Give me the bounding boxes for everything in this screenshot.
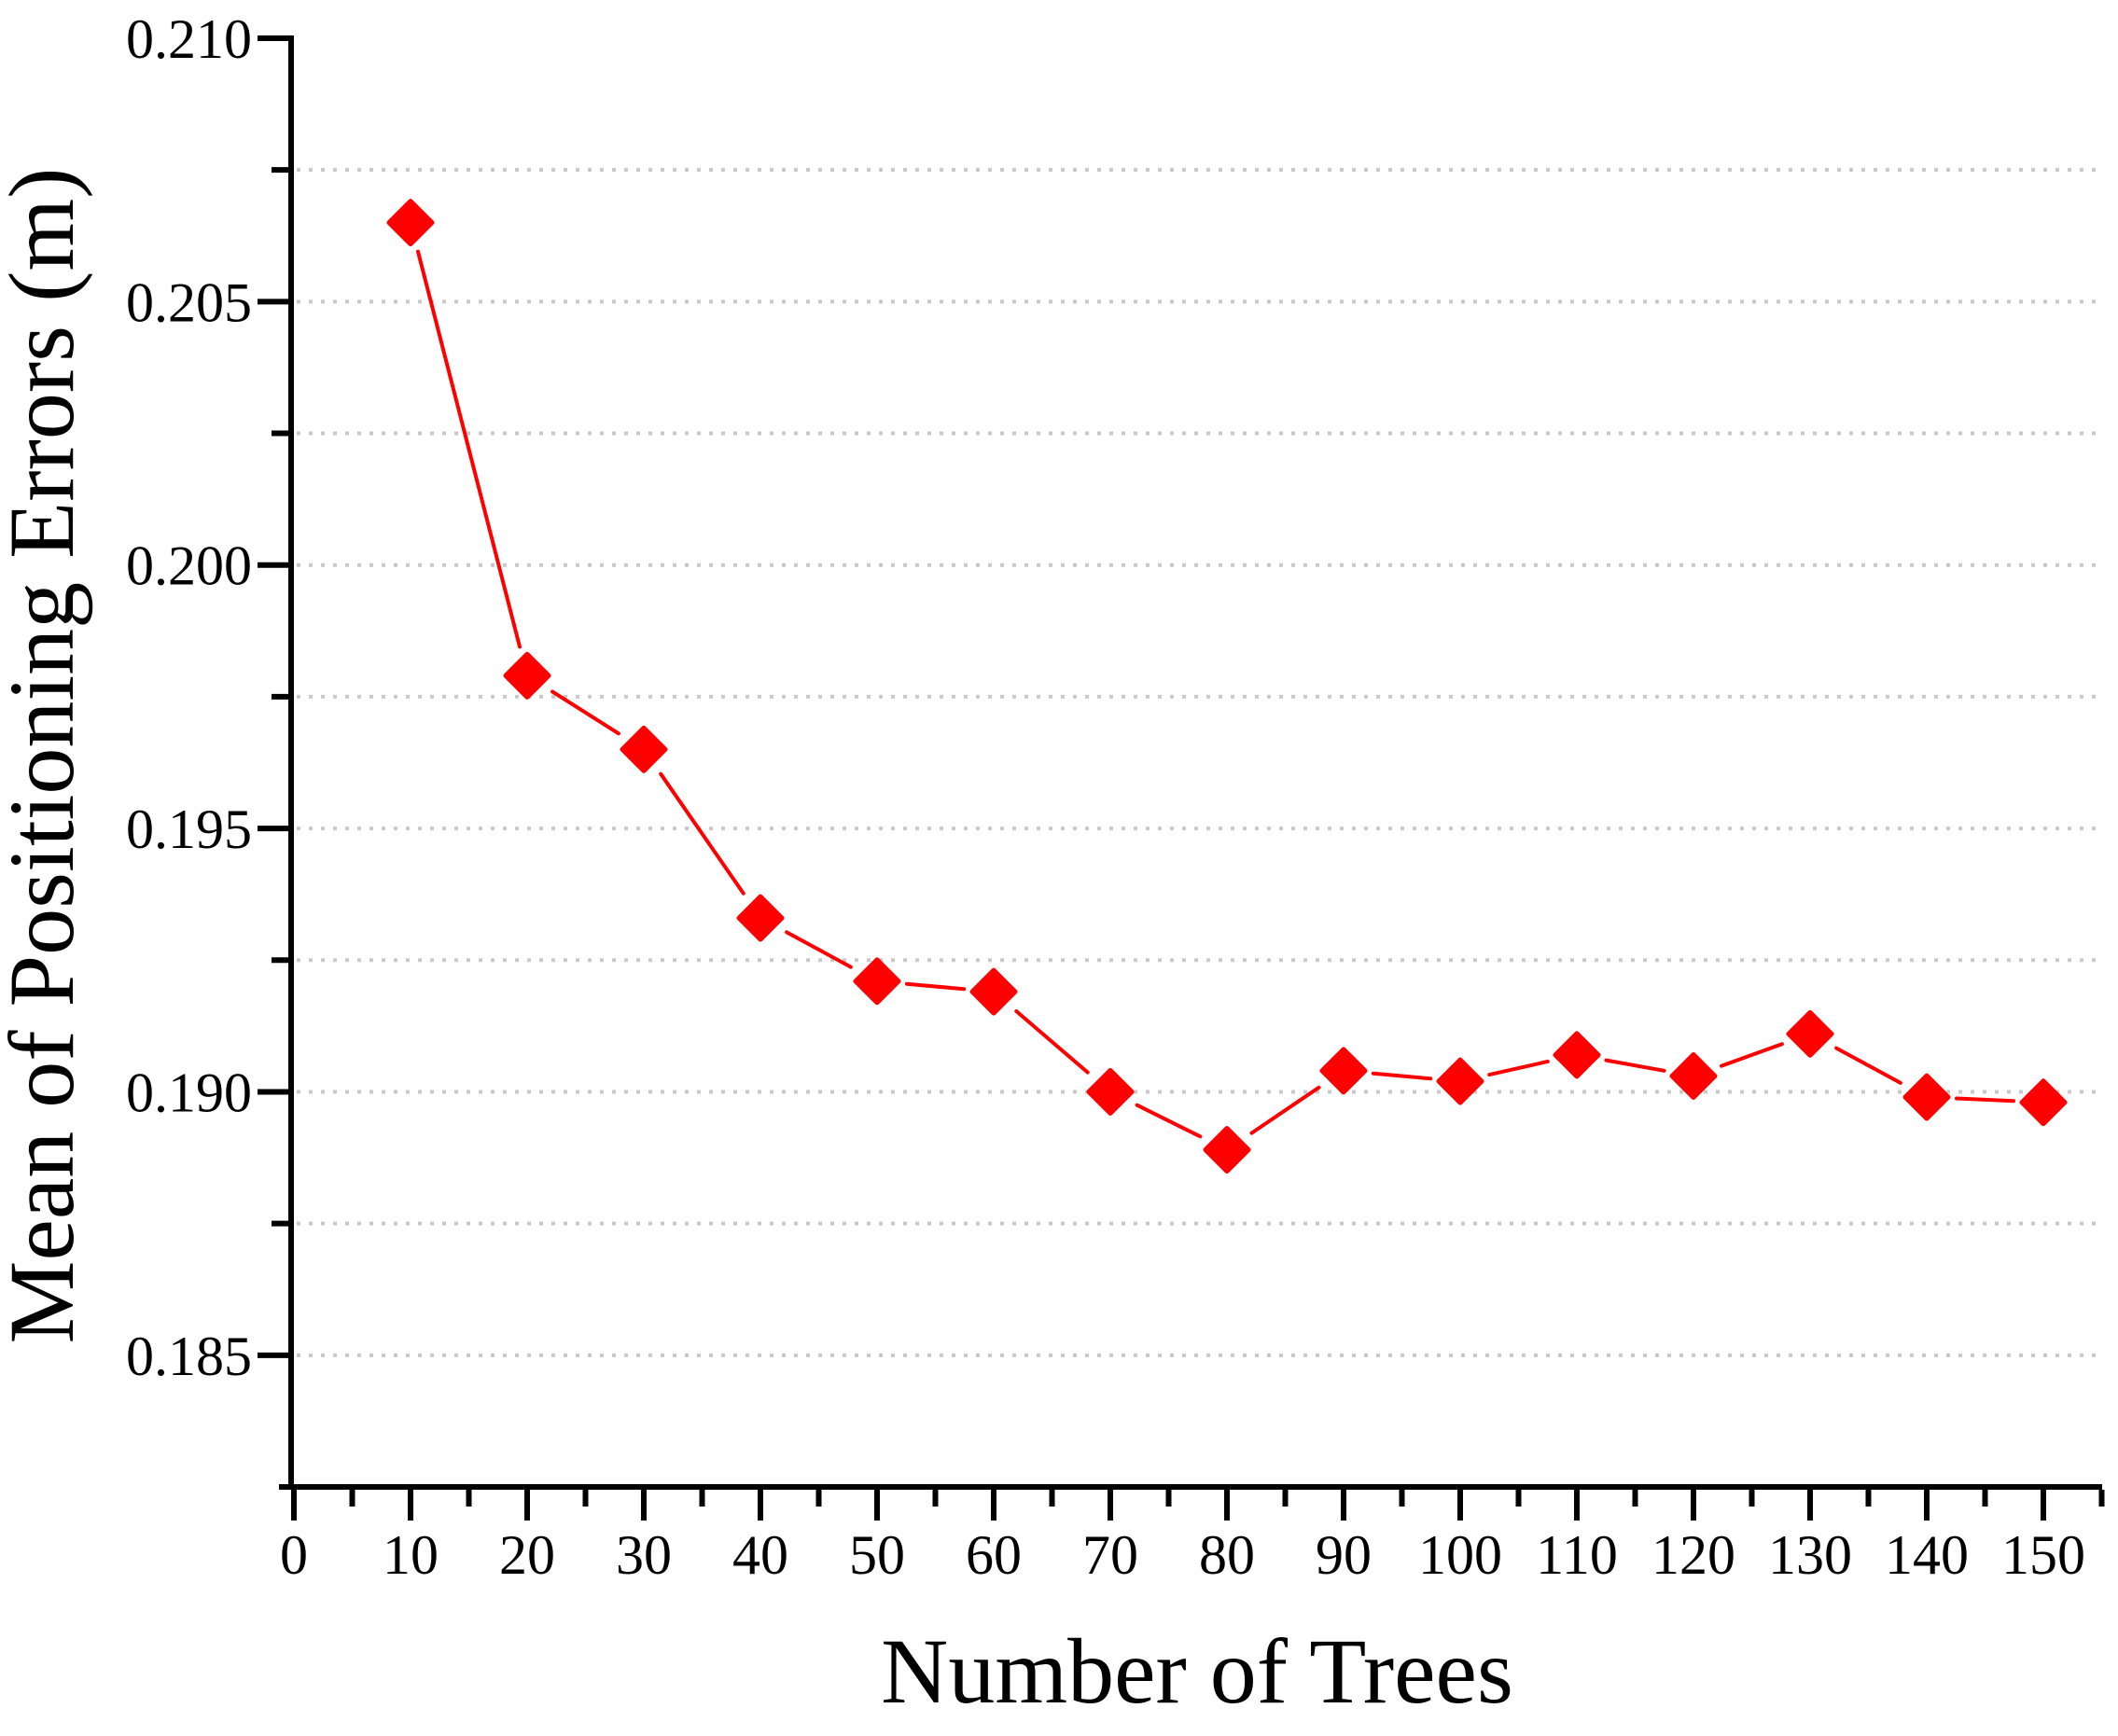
y-tick-label: 0.185	[126, 1326, 252, 1387]
y-tick-label: 0.190	[126, 1062, 252, 1123]
x-tick-label: 150	[2001, 1524, 2085, 1586]
data-line-segment	[1720, 1042, 1784, 1068]
data-point-marker	[1553, 1031, 1601, 1079]
data-series-layer	[386, 199, 2068, 1174]
data-line-segment	[550, 689, 620, 736]
x-tick-label: 0	[280, 1524, 308, 1586]
tick-labels-layer: 0 10 20 30 40 50 60 70 80 90 100 110 120 130 140 150 0.2…	[126, 8, 2085, 1586]
data-line-segment	[904, 981, 967, 992]
data-point-marker	[1786, 1009, 1834, 1058]
x-tick-label: 70	[1082, 1524, 1138, 1586]
data-point-marker	[1086, 1067, 1135, 1116]
data-point-marker	[503, 651, 551, 700]
y-tick-label: 0.195	[126, 799, 252, 860]
x-tick-label: 60	[966, 1524, 1022, 1586]
data-point-marker	[1902, 1073, 1951, 1121]
data-point-marker	[1669, 1052, 1718, 1101]
data-point-marker	[620, 725, 668, 773]
data-point-marker	[1203, 1126, 1251, 1174]
x-tick-label: 130	[1768, 1524, 1852, 1586]
x-tick-label: 140	[1885, 1524, 1969, 1586]
data-line-segment	[659, 771, 745, 896]
data-line-segment	[415, 249, 523, 649]
x-tick-label: 50	[849, 1524, 905, 1586]
x-axis-title: Number of Trees	[881, 1619, 1513, 1723]
data-line-segment	[785, 930, 853, 969]
data-line-segment	[1834, 1046, 1902, 1085]
x-tick-label: 80	[1199, 1524, 1255, 1586]
x-tick-label: 40	[732, 1524, 788, 1586]
data-point-marker	[2019, 1078, 2068, 1127]
data-point-marker	[386, 199, 435, 247]
x-tick-label: 110	[1536, 1524, 1618, 1586]
data-point-marker	[1319, 1047, 1368, 1095]
data-point-marker	[1436, 1057, 1484, 1105]
x-tick-label: 30	[616, 1524, 672, 1586]
x-tick-label: 100	[1418, 1524, 1502, 1586]
x-tick-label: 120	[1651, 1524, 1735, 1586]
y-tick-label: 0.205	[126, 271, 252, 333]
y-tick-label: 0.210	[126, 8, 252, 70]
data-line-segment	[1014, 1008, 1090, 1075]
axes-layer	[258, 35, 2105, 1521]
gridlines-layer	[297, 168, 2102, 1357]
data-line-segment	[1249, 1085, 1321, 1135]
x-tick-label: 90	[1316, 1524, 1372, 1586]
data-line-segment	[1371, 1071, 1433, 1081]
y-axis-title: Mean of Positioning Errors (m)	[0, 168, 93, 1344]
y-tick-label: 0.200	[126, 535, 252, 597]
data-line-segment	[1954, 1096, 2016, 1104]
x-tick-label: 20	[499, 1524, 555, 1586]
data-point-marker	[969, 967, 1018, 1016]
x-tick-label: 10	[383, 1524, 439, 1586]
data-line-segment	[1604, 1058, 1666, 1073]
data-point-marker	[736, 894, 785, 942]
data-line-segment	[1487, 1059, 1550, 1077]
data-point-marker	[853, 957, 901, 1006]
data-line-segment	[1135, 1103, 1203, 1139]
